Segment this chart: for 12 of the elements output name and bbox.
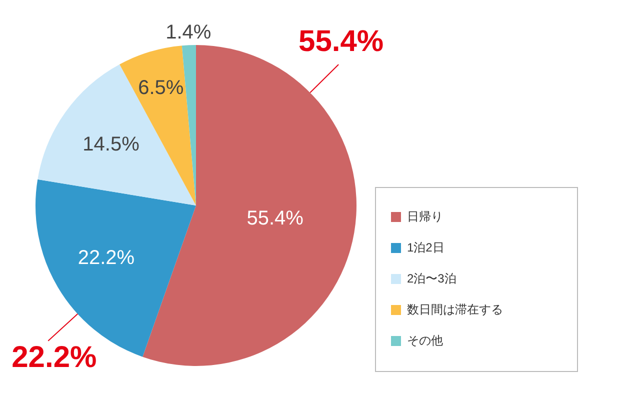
data-label: 14.5% (82, 133, 140, 156)
legend-label: 2泊〜3泊 (407, 271, 456, 286)
text: 22.2% (12, 341, 97, 374)
data-label: 55.4% (246, 208, 304, 230)
data-label: 22.2% (78, 247, 135, 270)
data-label: 1.4% (166, 22, 212, 44)
text: 55.4% (298, 24, 384, 58)
legend-label: 1泊2日 (407, 240, 444, 254)
data-label: 6.5% (138, 77, 184, 100)
legend-label: 数日間は滞在する (407, 302, 503, 316)
legend-label: その他 (407, 333, 443, 348)
legend-label: 日帰り (407, 209, 443, 224)
